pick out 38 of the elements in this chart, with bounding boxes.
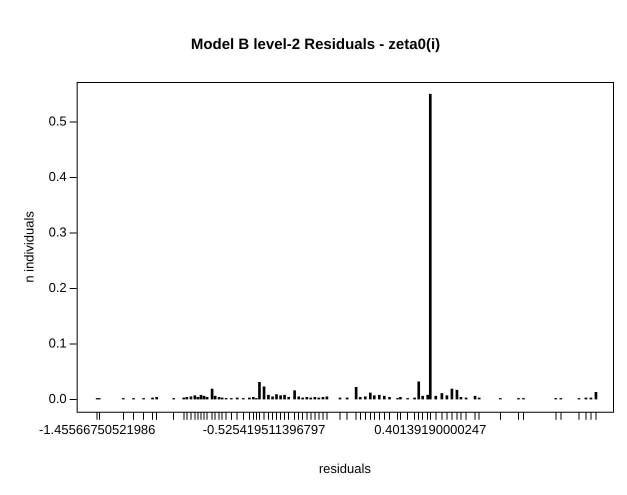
- bar: [364, 396, 367, 400]
- y-tick-label: 0.4: [48, 169, 67, 184]
- bar: [200, 394, 202, 400]
- bar: [428, 94, 432, 400]
- y-tick-label: 0.5: [48, 114, 67, 129]
- bar: [382, 396, 386, 400]
- bar: [326, 396, 328, 400]
- bar: [446, 395, 448, 400]
- bar: [202, 396, 206, 400]
- y-tick-label: 0.0: [48, 391, 67, 406]
- bar: [293, 390, 296, 400]
- x-axis-title: residuals: [318, 460, 372, 476]
- bar: [194, 395, 196, 400]
- bar: [190, 396, 192, 400]
- bar: [368, 392, 372, 400]
- bar: [474, 396, 476, 400]
- y-tick-label: 0.3: [48, 224, 67, 240]
- bar: [417, 381, 420, 400]
- bar: [434, 396, 438, 400]
- bar: [450, 388, 454, 400]
- bar: [372, 395, 376, 400]
- x-tick-label: 0.40139190000247: [374, 422, 486, 438]
- y-tick-label: 0.2: [48, 280, 67, 296]
- x-tick-label: -0.525419511396797: [202, 422, 326, 438]
- y-axis-title: n individuals: [21, 210, 36, 283]
- bar: [456, 390, 458, 400]
- bar: [440, 393, 444, 400]
- chart-title: Model B level-2 Residuals - zeta0(i): [190, 36, 440, 54]
- bar: [275, 394, 278, 400]
- bar: [271, 396, 274, 400]
- bar: [279, 395, 282, 400]
- bar: [594, 392, 598, 400]
- x-tick-label: -1.45566750521986: [38, 422, 156, 438]
- bar: [354, 387, 358, 400]
- bar: [283, 394, 286, 400]
- bar: [378, 394, 381, 400]
- bar: [210, 388, 214, 400]
- y-tick-label: 0.1: [48, 336, 67, 351]
